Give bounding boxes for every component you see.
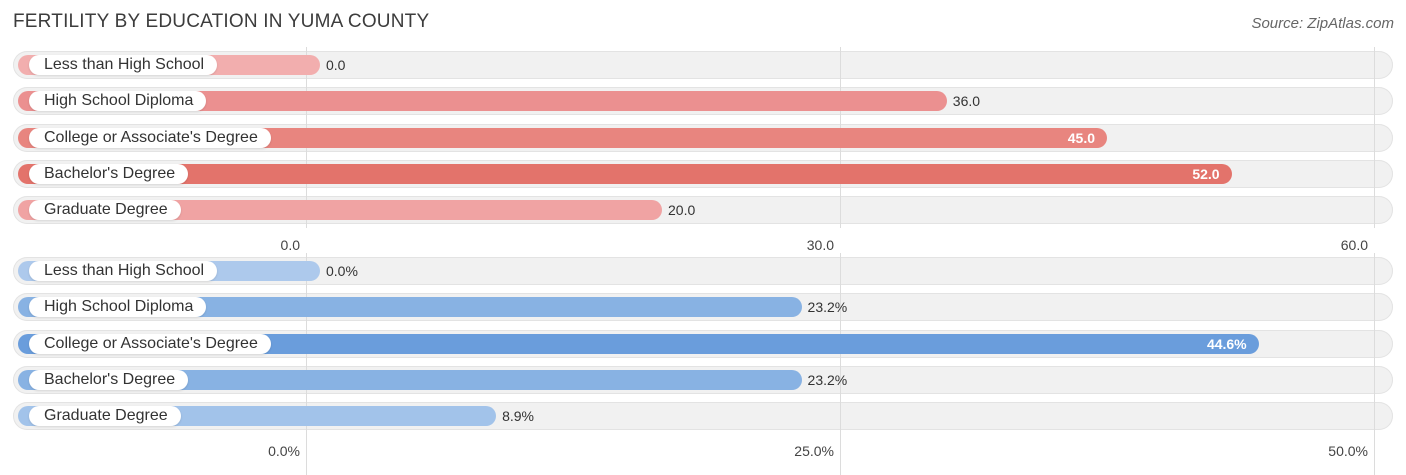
- category-label: Bachelor's Degree: [29, 163, 189, 184]
- x-tick-label: 0.0: [280, 237, 300, 253]
- category-label: High School Diploma: [29, 297, 207, 318]
- source-note: Source: ZipAtlas.com: [1251, 15, 1394, 32]
- value-label: 0.0%: [326, 263, 358, 279]
- value-label: 0.0: [326, 57, 346, 73]
- category-label: Less than High School: [29, 261, 218, 281]
- bar-bachelor-s-degree: [18, 369, 802, 390]
- category-label: College or Associate's Degree: [29, 127, 271, 148]
- value-label: 8.9%: [502, 408, 535, 425]
- gridline: [306, 253, 307, 475]
- bar-bachelor-s-degree: [18, 163, 1232, 184]
- category-label: Graduate Degree: [29, 406, 181, 427]
- bar-college-or-associate-s-degree: [18, 127, 1107, 148]
- value-label: 36.0: [952, 93, 981, 110]
- x-tick-label: 50.0%: [1328, 443, 1368, 459]
- gridline: [840, 253, 841, 475]
- chart-title: FERTILITY BY EDUCATION IN YUMA COUNTY: [13, 11, 430, 32]
- x-tick-label: 60.0: [1340, 237, 1368, 253]
- category-label: Graduate Degree: [29, 200, 181, 221]
- x-tick-label: 0.0%: [268, 443, 300, 459]
- x-tick-label: 30.0: [806, 237, 834, 253]
- category-label: High School Diploma: [29, 91, 207, 112]
- category-label: College or Associate's Degree: [29, 333, 271, 354]
- value-label: 20.0: [668, 202, 696, 219]
- value-label: 23.2%: [807, 371, 848, 388]
- gridline: [1374, 253, 1375, 475]
- value-label: 45.0: [1067, 129, 1095, 146]
- value-label: 52.0: [1192, 165, 1220, 182]
- bar-high-school-diploma: [18, 91, 947, 112]
- bar-high-school-diploma: [18, 297, 802, 318]
- category-label: Bachelor's Degree: [29, 369, 189, 390]
- value-label: 23.2%: [807, 299, 848, 316]
- gridline: [1374, 47, 1375, 228]
- bar-college-or-associate-s-degree: [18, 333, 1259, 354]
- value-label: 44.6%: [1206, 335, 1247, 352]
- x-tick-label: 25.0%: [794, 443, 834, 459]
- category-label: Less than High School: [29, 55, 218, 75]
